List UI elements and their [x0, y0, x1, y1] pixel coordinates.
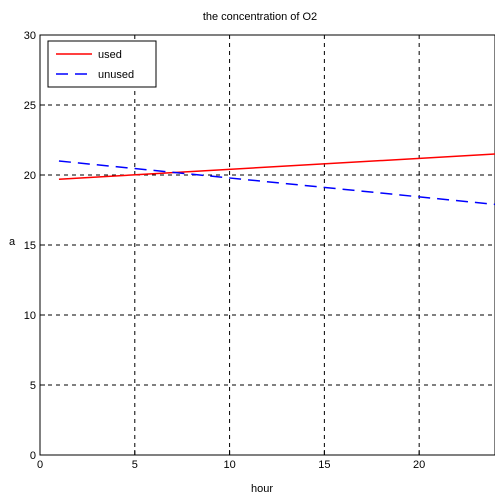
x-tick-label: 15: [318, 459, 330, 471]
legend-label-unused: unused: [98, 69, 134, 81]
x-tick-label: 20: [413, 459, 425, 471]
y-tick-label: 0: [30, 450, 36, 462]
series-layer: [58, 153, 495, 206]
x-tick-label: 0: [37, 459, 43, 471]
y-tick-label: 5: [30, 380, 36, 392]
series-line-unused: [58, 160, 495, 206]
y-axis-ticks: 0 5 10 15 20 25 30: [24, 30, 45, 462]
x-axis-ticks: 0 5 10 15 20: [37, 450, 425, 471]
x-tick-label: 5: [132, 459, 138, 471]
legend: used unused: [47, 40, 157, 88]
y-axis-label: a: [9, 236, 16, 248]
legend-label-used: used: [98, 49, 122, 61]
y-tick-label: 30: [24, 30, 36, 42]
y-tick-label: 20: [24, 170, 36, 182]
legend-entries: used unused: [56, 49, 134, 81]
series-line-used: [58, 153, 495, 180]
y-tick-label: 10: [24, 310, 36, 322]
chart-title: the concentration of O2: [203, 11, 317, 23]
gridlines: [40, 35, 495, 455]
x-tick-label: 10: [223, 459, 235, 471]
x-axis-label: hour: [251, 483, 273, 495]
y-tick-label: 15: [24, 240, 36, 252]
y-tick-label: 25: [24, 100, 36, 112]
legend-box: [47, 40, 157, 88]
